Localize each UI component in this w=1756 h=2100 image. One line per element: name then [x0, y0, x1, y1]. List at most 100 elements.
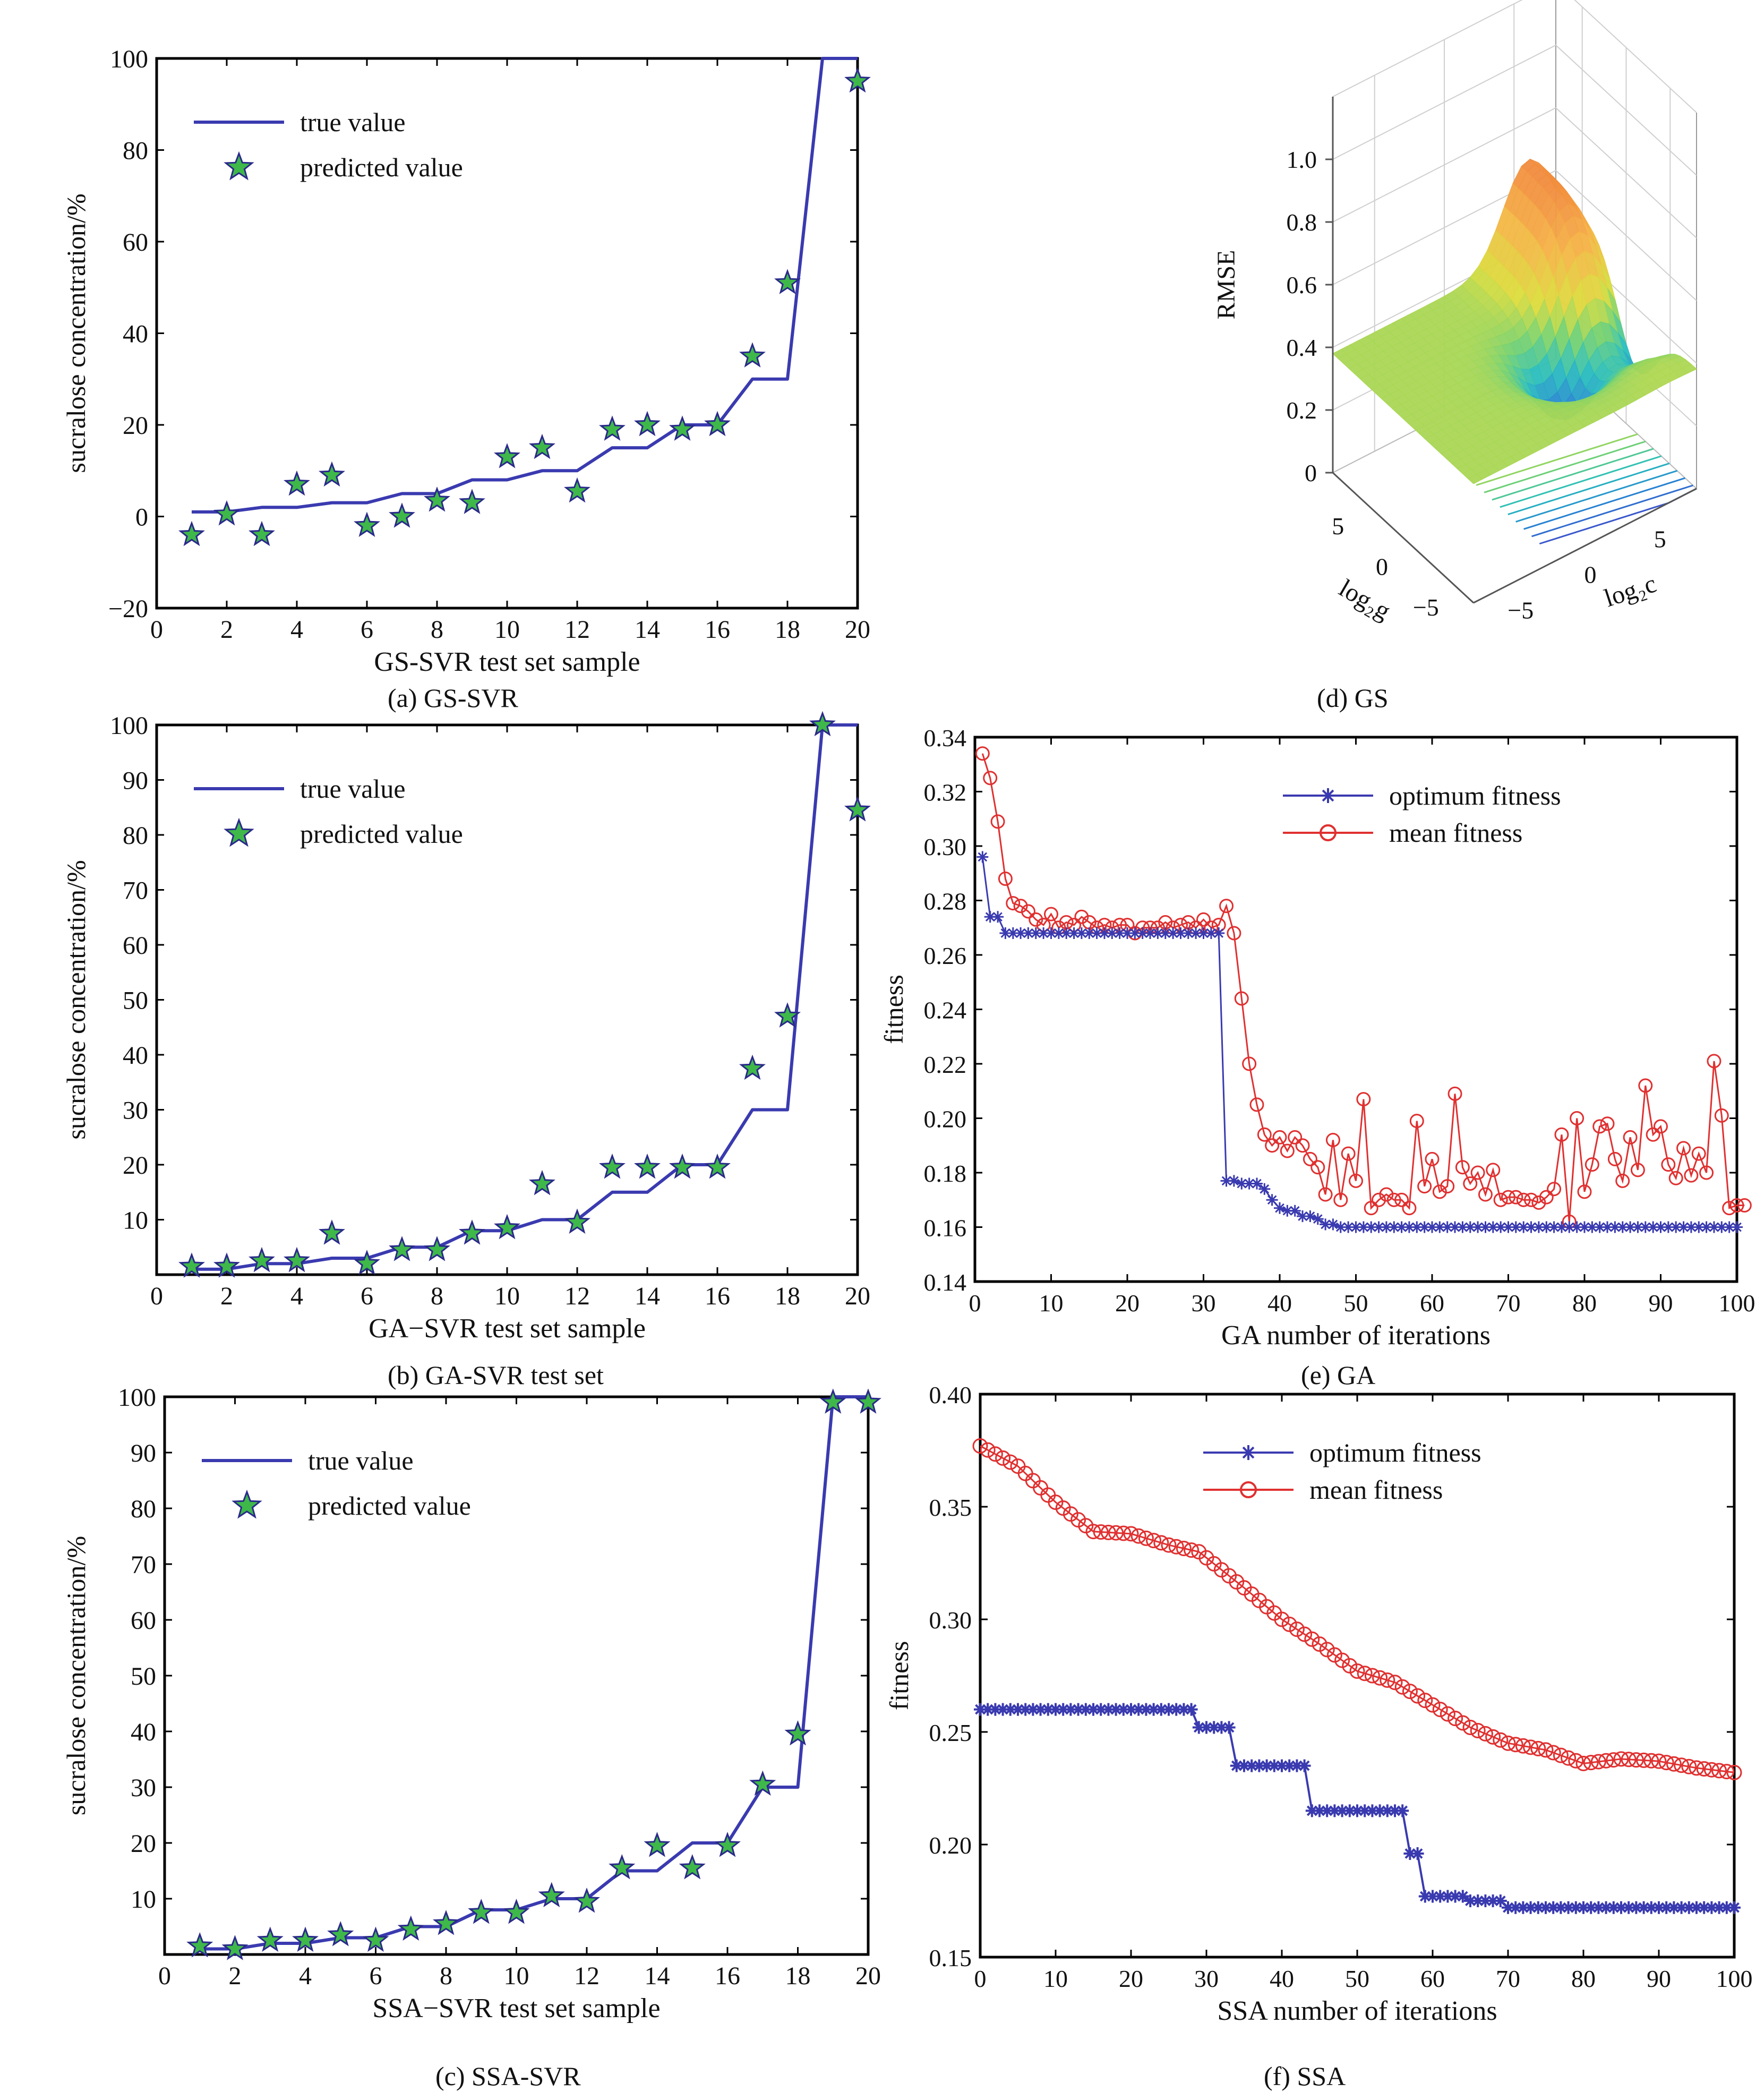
- y-axis-label: sucralose concentration/%: [61, 193, 91, 473]
- y-tick-label: 0.35: [929, 1494, 972, 1521]
- optimum-fitness-point: [1675, 1901, 1688, 1914]
- optimum-fitness-point: [1690, 1901, 1703, 1914]
- predicted-value-star: [397, 1915, 424, 1941]
- legend-mean-label: mean fitness: [1309, 1475, 1443, 1505]
- optimum-fitness-point: [1038, 927, 1050, 939]
- x-tick-label: 0: [974, 1965, 987, 1992]
- optimum-fitness-point: [1708, 1221, 1720, 1233]
- y-tick-label: 60: [131, 1607, 156, 1635]
- optimum-fitness-point: [1464, 1221, 1476, 1233]
- caption-f: (f) SSA: [1264, 2061, 1346, 2091]
- optimum-fitness-point: [1335, 1804, 1349, 1817]
- y-tick-label: 70: [123, 877, 148, 905]
- mean-fitness-point: [1507, 1737, 1523, 1753]
- predicted-value-star: [714, 1832, 741, 1857]
- optimum-fitness-point: [1728, 1901, 1741, 1914]
- caption-b: (b) GA-SVR test set: [388, 1360, 604, 1390]
- x-tick-label: 50: [1344, 1290, 1368, 1317]
- mean-fitness-point: [1539, 1190, 1554, 1205]
- mean-fitness-point: [1297, 1626, 1313, 1642]
- mean-fitness-point: [1455, 1160, 1470, 1175]
- optimum-fitness-point: [1094, 1703, 1108, 1716]
- optimum-fitness-point: [1298, 1759, 1311, 1772]
- optimum-fitness-point: [1290, 1759, 1304, 1772]
- predicted-value-star: [256, 1926, 284, 1952]
- legend-true-label: true value: [300, 107, 406, 137]
- mean-fitness-point: [1029, 912, 1043, 927]
- y-tick-label: 80: [123, 822, 148, 850]
- predicted-value-star: [424, 486, 450, 512]
- x-tick-label: 4: [290, 1282, 303, 1310]
- optimum-fitness-point: [1517, 1901, 1530, 1914]
- optimum-fitness-point: [1238, 1759, 1250, 1772]
- x-tick-label: 2: [229, 1962, 242, 1990]
- mean-fitness-point: [987, 1446, 1003, 1462]
- y-tick-label: 0.26: [924, 942, 967, 969]
- optimum-fitness-point: [1170, 1703, 1183, 1716]
- mean-fitness-point: [1699, 1165, 1714, 1180]
- y-tick-label: 50: [131, 1662, 156, 1691]
- y-tick-label: 90: [131, 1439, 156, 1467]
- optimum-fitness-point: [1087, 1703, 1100, 1716]
- mean-fitness-point: [1265, 1138, 1280, 1153]
- optimum-fitness-point: [1457, 1221, 1469, 1233]
- predicted-value-star: [704, 411, 731, 437]
- y-axis-label: fitness: [879, 975, 909, 1044]
- x-tick-label: 40: [1267, 1290, 1292, 1317]
- optimum-fitness-point: [1274, 1202, 1286, 1214]
- mean-fitness-point: [1242, 1056, 1257, 1071]
- mean-fitness-line: [980, 1445, 1735, 1773]
- x-tick-label: 10: [494, 1282, 520, 1310]
- mean-fitness-point: [1417, 1693, 1433, 1709]
- optimum-fitness-point: [1304, 1210, 1316, 1222]
- optimum-fitness-point: [1366, 1804, 1379, 1817]
- mean-fitness-point: [1440, 1179, 1455, 1194]
- predicted-value-star: [538, 1882, 565, 1907]
- optimum-fitness-point: [1072, 1703, 1085, 1716]
- optimum-fitness-point: [1434, 1890, 1447, 1903]
- y-axis-label: sucralose concentration/%: [61, 1536, 91, 1815]
- mean-fitness-point: [1380, 1672, 1395, 1688]
- optimum-fitness-point: [984, 911, 996, 923]
- optimum-fitness-point: [1622, 1901, 1635, 1914]
- mean-fitness-point: [983, 771, 998, 786]
- mean-fitness-point: [1462, 1720, 1478, 1736]
- true-value-line: [200, 1395, 868, 1951]
- optimum-fitness-point: [1403, 1847, 1417, 1860]
- y-tick-label: 0.30: [924, 833, 967, 860]
- optimum-fitness-point: [1547, 1901, 1560, 1914]
- x-tick-label: 20: [845, 1282, 870, 1310]
- x-tick-label: 6: [361, 1282, 373, 1310]
- mean-fitness-point: [1726, 1764, 1742, 1780]
- mean-fitness-point: [1570, 1111, 1584, 1125]
- x-tick-label: 2: [220, 616, 233, 644]
- optimum-fitness-point: [1182, 927, 1194, 939]
- mean-fitness-point: [1463, 1176, 1478, 1191]
- optimum-fitness-point: [1140, 1703, 1153, 1716]
- mean-fitness-point: [1607, 1151, 1622, 1166]
- plot-frame: [155, 723, 859, 1276]
- mean-fitness-point: [1501, 1190, 1515, 1205]
- optimum-fitness-point: [1357, 1221, 1369, 1233]
- optimum-fitness-point: [1569, 1901, 1582, 1914]
- optimum-fitness-point: [1152, 927, 1164, 939]
- legend-predicted-label: predicted value: [300, 152, 463, 182]
- mean-fitness-point: [1630, 1163, 1645, 1177]
- optimum-fitness-point: [1494, 1894, 1507, 1907]
- optimum-fitness-point: [1644, 1901, 1658, 1914]
- predicted-value-star: [739, 342, 766, 368]
- mean-fitness-point: [1356, 1092, 1371, 1107]
- mean-fitness-point: [1654, 1119, 1668, 1134]
- x-tick-label: 80: [1571, 1965, 1596, 1992]
- y-tick-label: 50: [123, 987, 148, 1015]
- mean-fitness-point: [1272, 1130, 1287, 1145]
- optimum-fitness-point: [1230, 1759, 1243, 1772]
- mean-fitness-point: [1386, 1192, 1401, 1207]
- predicted-value-star: [284, 470, 310, 496]
- predicted-value-star: [213, 500, 240, 526]
- optimum-fitness-point: [1220, 1175, 1232, 1187]
- mean-fitness-point: [1093, 1524, 1109, 1540]
- mean-fitness-point: [1138, 1530, 1154, 1546]
- optimum-fitness-point: [1102, 1703, 1115, 1716]
- mean-fitness-point: [1666, 1756, 1682, 1772]
